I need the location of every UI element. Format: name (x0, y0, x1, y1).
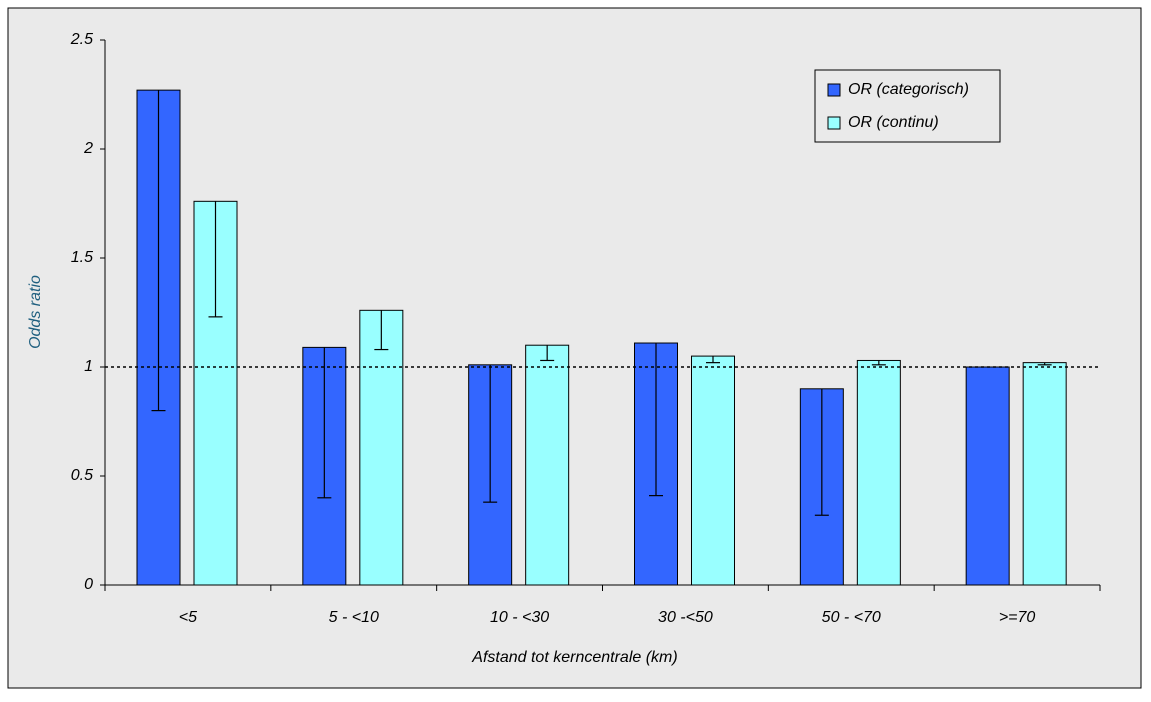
x-tick-label: 30 -<50 (658, 609, 713, 626)
x-tick-label: 5 - <10 (329, 609, 379, 626)
y-axis-title: Odds ratio (27, 275, 44, 349)
bar (965, 366, 1010, 586)
y-tick-label: 2.5 (70, 31, 93, 48)
legend-swatch (827, 83, 841, 97)
x-tick-label: 50 - <70 (822, 609, 881, 626)
y-tick-label: 1 (84, 358, 93, 375)
legend-label: OR (continu) (848, 114, 939, 131)
bar (1022, 362, 1067, 586)
y-tick-label: 0 (84, 576, 93, 593)
legend (814, 69, 1001, 143)
bar (525, 344, 570, 586)
bar (691, 355, 735, 586)
x-axis-title: Afstand tot kerncentrale (km) (471, 649, 677, 666)
y-tick-label: 0.5 (71, 467, 93, 484)
bar (359, 309, 404, 586)
x-tick-label: 10 - <30 (490, 609, 549, 626)
y-tick-label: 2 (83, 140, 93, 157)
bar (856, 359, 901, 586)
legend-label: OR (categorisch) (848, 81, 969, 98)
legend-swatch (827, 116, 841, 130)
y-tick-label: 1.5 (71, 249, 93, 266)
x-tick-label: <5 (179, 609, 197, 626)
x-tick-label: >=70 (999, 609, 1036, 626)
